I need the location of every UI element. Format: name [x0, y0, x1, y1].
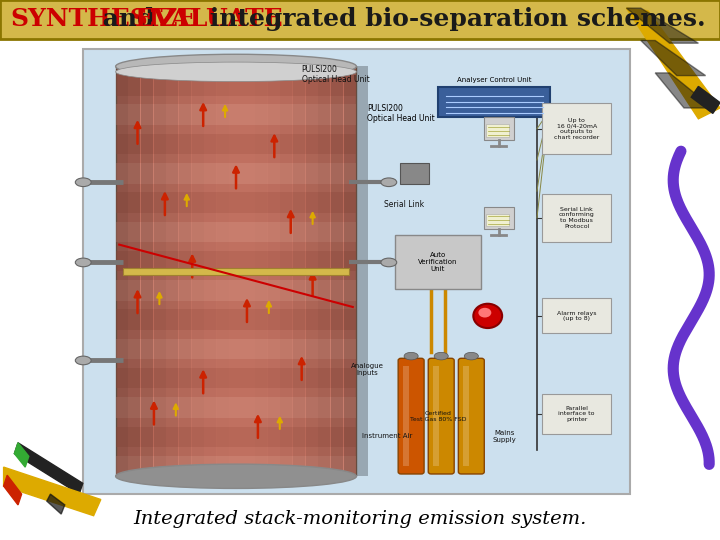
- Bar: [293, 66, 305, 476]
- Bar: [116, 66, 356, 476]
- Bar: [192, 66, 204, 476]
- Text: EVALUATE: EVALUATE: [135, 8, 284, 31]
- Text: Analogue
Inputs: Analogue Inputs: [351, 363, 384, 376]
- Bar: [0, 0, 720, 39]
- Bar: [438, 87, 550, 117]
- Bar: [128, 66, 140, 476]
- Polygon shape: [626, 8, 698, 43]
- Polygon shape: [626, 8, 720, 119]
- Bar: [268, 66, 280, 476]
- Ellipse shape: [478, 308, 491, 318]
- Bar: [116, 339, 356, 359]
- Bar: [179, 66, 191, 476]
- FancyBboxPatch shape: [398, 359, 424, 474]
- Bar: [542, 394, 611, 434]
- Bar: [123, 267, 349, 275]
- Bar: [204, 66, 217, 476]
- Ellipse shape: [76, 178, 91, 187]
- Bar: [487, 213, 510, 226]
- Text: Serial Link
conforming
to Modbus
Protocol: Serial Link conforming to Modbus Protoco…: [559, 207, 595, 229]
- Bar: [116, 134, 356, 154]
- Bar: [343, 66, 356, 476]
- Text: Integrated stack-monitoring emission system.: Integrated stack-monitoring emission sys…: [133, 510, 587, 529]
- Polygon shape: [641, 40, 706, 76]
- Text: Up to
16 0/4-20mA
outputs to
chart recorder: Up to 16 0/4-20mA outputs to chart recor…: [554, 118, 599, 140]
- Bar: [280, 66, 292, 476]
- Bar: [116, 221, 356, 242]
- Bar: [243, 66, 254, 476]
- Ellipse shape: [116, 55, 356, 79]
- FancyBboxPatch shape: [428, 359, 454, 474]
- Polygon shape: [691, 86, 720, 113]
- Ellipse shape: [381, 258, 397, 267]
- Text: Mains
Supply: Mains Supply: [492, 430, 516, 443]
- Bar: [484, 118, 514, 140]
- Bar: [141, 66, 153, 476]
- Bar: [217, 66, 229, 476]
- Bar: [306, 66, 318, 476]
- Bar: [395, 235, 481, 289]
- Bar: [318, 66, 330, 476]
- Bar: [116, 427, 356, 447]
- Ellipse shape: [473, 303, 502, 328]
- Bar: [400, 163, 429, 184]
- Polygon shape: [47, 494, 65, 514]
- Bar: [356, 66, 369, 476]
- Bar: [116, 192, 356, 213]
- Bar: [166, 66, 179, 476]
- Polygon shape: [655, 73, 713, 108]
- Text: PULSI200
Optical Head Unit: PULSI200 Optical Head Unit: [367, 104, 435, 124]
- Text: Serial Link: Serial Link: [384, 200, 424, 209]
- Text: SYNTHESIZE: SYNTHESIZE: [11, 8, 197, 31]
- Text: integrated bio-separation schemes.: integrated bio-separation schemes.: [201, 8, 706, 31]
- Ellipse shape: [76, 258, 91, 267]
- Bar: [542, 103, 611, 154]
- Text: Instrument Air: Instrument Air: [362, 433, 413, 439]
- Text: PULSI200
Optical Head Unit: PULSI200 Optical Head Unit: [302, 65, 369, 84]
- Ellipse shape: [404, 353, 418, 360]
- Bar: [403, 366, 409, 467]
- Bar: [83, 49, 630, 494]
- Bar: [116, 66, 127, 476]
- Ellipse shape: [434, 353, 449, 360]
- Bar: [542, 194, 611, 242]
- Bar: [255, 66, 267, 476]
- Text: Parallel
interface to
printer: Parallel interface to printer: [559, 406, 595, 422]
- Polygon shape: [4, 475, 22, 505]
- Bar: [116, 163, 356, 184]
- Polygon shape: [14, 443, 83, 494]
- Bar: [433, 366, 439, 467]
- Bar: [230, 66, 242, 476]
- Text: Alarm relays
(up to 8): Alarm relays (up to 8): [557, 310, 596, 321]
- Ellipse shape: [464, 353, 478, 360]
- Bar: [116, 397, 356, 418]
- Text: and: and: [94, 8, 163, 31]
- Text: Auto
Verification
Unit: Auto Verification Unit: [418, 252, 458, 273]
- Bar: [116, 104, 356, 125]
- Bar: [464, 366, 469, 467]
- Ellipse shape: [116, 62, 356, 82]
- Bar: [331, 66, 343, 476]
- Bar: [116, 456, 356, 476]
- Text: Certified
Test Gas 80% FSD: Certified Test Gas 80% FSD: [410, 411, 467, 422]
- Bar: [116, 75, 356, 96]
- Bar: [116, 251, 356, 271]
- Bar: [542, 298, 611, 333]
- Ellipse shape: [116, 464, 356, 488]
- Bar: [484, 207, 514, 229]
- Polygon shape: [14, 443, 29, 467]
- Text: Analyser Control Unit: Analyser Control Unit: [457, 77, 531, 83]
- Bar: [116, 309, 356, 330]
- Bar: [153, 66, 166, 476]
- Bar: [116, 368, 356, 388]
- Ellipse shape: [381, 178, 397, 187]
- Bar: [116, 280, 356, 301]
- Ellipse shape: [76, 356, 91, 365]
- Bar: [487, 124, 510, 137]
- FancyBboxPatch shape: [459, 359, 485, 474]
- Polygon shape: [4, 467, 101, 516]
